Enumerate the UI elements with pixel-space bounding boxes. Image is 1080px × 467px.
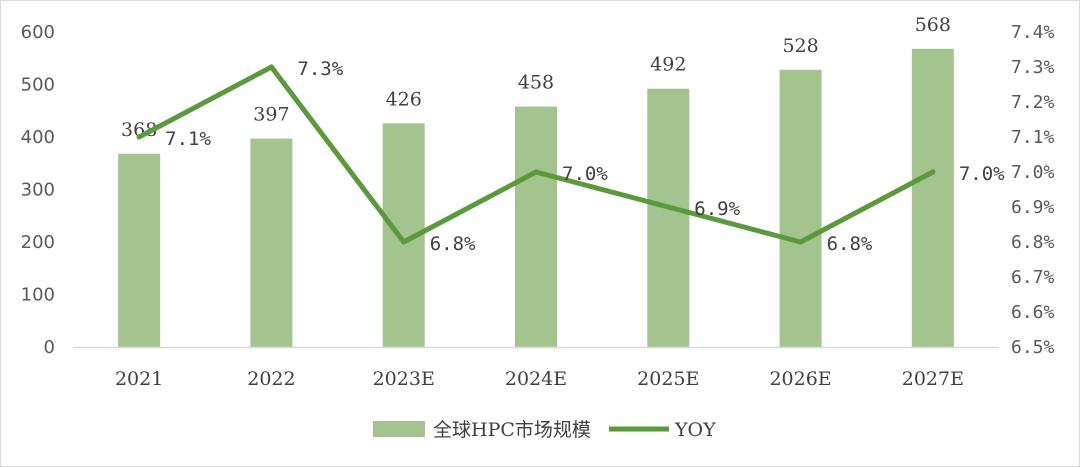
right-tick-label: 6.9% (1011, 197, 1055, 218)
left-tick-label: 600 (21, 22, 55, 43)
left-tick-label: 500 (21, 75, 55, 96)
right-axis-ticks: 6.5% 6.6% 6.7% 6.8% 6.9% 7.0% 7.1% 7.2% 7.3% 7.4% (1011, 22, 1055, 358)
yoy-value-label: 6.9% (694, 198, 740, 220)
bar (911, 48, 954, 348)
category-label: 2022 (247, 368, 295, 390)
category-label: 2027E (902, 368, 964, 390)
bar-value-label: 368 (121, 119, 157, 141)
bar-value-label: 397 (253, 104, 289, 126)
right-tick-label: 6.6% (1011, 302, 1055, 323)
line-series (136, 64, 936, 245)
bar (779, 69, 822, 348)
right-tick-label: 6.8% (1011, 232, 1055, 253)
bar-value-label: 426 (386, 88, 422, 110)
legend-line-label: YOY (674, 419, 716, 441)
left-tick-label: 300 (21, 180, 55, 201)
bar (647, 88, 690, 347)
yoy-point (136, 134, 142, 140)
yoy-point (401, 239, 407, 245)
legend-bar-label: 全球HPC市场规模 (433, 419, 591, 441)
right-tick-label: 6.7% (1011, 267, 1055, 288)
legend-bar-swatch (373, 421, 425, 437)
left-tick-label: 100 (21, 285, 55, 306)
yoy-value-label: 7.0% (562, 163, 608, 185)
bar (515, 106, 557, 347)
category-label: 2024E (505, 368, 567, 390)
yoy-point (930, 169, 936, 175)
yoy-value-label: 6.8% (827, 233, 873, 255)
line-value-labels: 7.1% 7.3% 6.8% 7.0% 6.9% 6.8% 7.0% (165, 58, 1005, 255)
yoy-value-label: 7.3% (297, 58, 343, 80)
yoy-value-label: 7.1% (165, 128, 211, 150)
right-tick-label: 7.1% (1011, 127, 1055, 148)
bar-series (118, 48, 954, 348)
right-tick-label: 7.4% (1011, 22, 1055, 43)
left-axis-ticks: 0 100 200 300 400 500 600 (21, 22, 55, 358)
bar-value-label: 458 (518, 72, 554, 94)
yoy-point (665, 204, 671, 210)
legend: 全球HPC市场规模 YOY (373, 419, 716, 441)
left-tick-label: 400 (21, 127, 55, 148)
left-tick-label: 0 (44, 337, 55, 358)
category-labels: 2021 2022 2023E 2024E 2025E 2026E 2027E (115, 368, 964, 390)
bar (118, 153, 161, 347)
right-tick-label: 7.3% (1011, 57, 1055, 78)
bar-value-label: 492 (650, 54, 686, 76)
yoy-value-label: 7.0% (959, 163, 1005, 185)
category-label: 2026E (769, 368, 831, 390)
bar (250, 138, 293, 347)
category-label: 2025E (637, 368, 699, 390)
yoy-point (798, 239, 804, 245)
right-tick-label: 7.0% (1011, 162, 1055, 183)
right-tick-label: 7.2% (1011, 92, 1055, 113)
yoy-point (268, 64, 274, 70)
yoy-value-label: 6.8% (430, 233, 476, 255)
yoy-point (533, 169, 539, 175)
bar-value-labels: 368 397 426 458 492 528 568 (121, 14, 951, 141)
bar-value-label: 568 (915, 14, 951, 36)
category-label: 2023E (373, 368, 435, 390)
bar-value-label: 528 (782, 35, 818, 57)
right-tick-label: 6.5% (1011, 337, 1055, 358)
left-tick-label: 200 (21, 232, 55, 253)
category-label: 2021 (115, 368, 163, 390)
